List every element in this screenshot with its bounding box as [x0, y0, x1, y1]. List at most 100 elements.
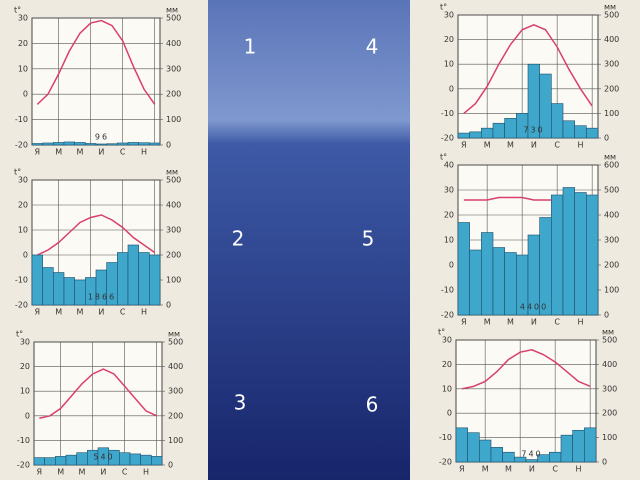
y-tick-label: 0	[449, 84, 454, 93]
y-tick-label: 20	[444, 35, 454, 44]
precipitation-bar	[31, 143, 43, 146]
annual-precipitation: 540	[93, 453, 114, 462]
precipitation-bar	[95, 143, 107, 146]
x-tick-label: М	[505, 465, 512, 474]
x-tick-label: И	[100, 468, 106, 477]
y2-tick-label: 200	[166, 251, 181, 260]
precipitation-bar	[551, 194, 564, 316]
temperature-line	[39, 368, 157, 419]
precipitation-bar	[574, 125, 587, 139]
precipitation-bar	[149, 254, 161, 306]
precipitation-bar	[549, 451, 562, 463]
precipitation-bar	[479, 439, 492, 463]
y-tick-label: -10	[15, 115, 28, 124]
precipitation-bar	[562, 120, 575, 139]
precipitation-bar	[74, 279, 86, 306]
y-axis-label: t°	[14, 168, 21, 177]
x-tick-label: Я	[461, 318, 467, 327]
slide-number: 3	[234, 391, 247, 415]
y2-tick-label: 300	[604, 236, 619, 245]
precipitation-bar	[138, 252, 150, 306]
slide-number: 5	[362, 227, 375, 251]
y-tick-label: 30	[18, 14, 28, 23]
y2-tick-label: 0	[166, 301, 171, 310]
y2-axis-label: мм	[604, 153, 616, 162]
precipitation-bar	[53, 272, 65, 306]
y-axis-label: t°	[440, 153, 447, 162]
x-tick-label: М	[507, 141, 514, 150]
temperature-line	[36, 19, 156, 105]
x-tick-label: С	[122, 468, 128, 477]
precipitation-bar	[63, 141, 75, 146]
x-tick-label: С	[554, 141, 560, 150]
precipitation-bar	[467, 432, 480, 463]
x-tick-label: С	[552, 465, 558, 474]
y-tick-label: 30	[444, 11, 454, 20]
plot-area	[31, 17, 161, 146]
slide-number: 6	[366, 393, 379, 417]
precipitation-bar	[76, 452, 88, 466]
y-tick-label: 0	[23, 90, 28, 99]
temperature-line	[37, 214, 156, 256]
y2-tick-label: 500	[166, 14, 181, 23]
y-tick-label: 0	[25, 411, 30, 420]
x-tick-label: И	[98, 308, 104, 317]
y-tick-label: 30	[442, 336, 452, 345]
precipitation-bar	[455, 427, 468, 463]
y2-tick-label: 100	[166, 276, 181, 285]
precipitation-bar	[33, 457, 45, 466]
precipitation-bar	[151, 456, 163, 466]
x-tick-label: И	[98, 148, 104, 157]
y2-tick-label: 0	[166, 141, 171, 150]
precipitation-bar	[457, 222, 470, 316]
precipitation-bar	[117, 252, 129, 306]
y-tick-label: -20	[15, 301, 28, 310]
precipitation-bar	[525, 459, 538, 463]
precipitation-bar	[55, 456, 67, 466]
annual-precipitation: 96	[95, 133, 109, 142]
x-tick-label: М	[55, 308, 62, 317]
precipitation-bar	[481, 232, 494, 316]
y2-axis-label: мм	[168, 330, 180, 339]
temperature-line	[463, 24, 593, 114]
y2-axis-label: мм	[604, 3, 616, 12]
y2-tick-label: 0	[604, 134, 609, 143]
x-tick-label: М	[55, 148, 62, 157]
y2-tick-label: 400	[166, 201, 181, 210]
slide-number: 2	[232, 227, 245, 251]
y2-tick-label: 0	[604, 311, 609, 320]
x-tick-label: М	[77, 148, 84, 157]
precipitation-bar	[539, 217, 552, 316]
y-axis-label: t°	[438, 328, 445, 337]
y2-tick-label: 400	[604, 35, 619, 44]
y2-tick-label: 400	[166, 39, 181, 48]
y-tick-label: -10	[15, 276, 28, 285]
y-tick-label: 10	[442, 384, 452, 393]
x-tick-label: Н	[141, 148, 147, 157]
x-tick-label: Я	[35, 308, 41, 317]
x-tick-label: М	[482, 465, 489, 474]
y2-axis-label: мм	[166, 168, 178, 177]
precipitation-bar	[65, 454, 77, 466]
sea-image	[208, 0, 410, 480]
y-tick-label: 30	[20, 338, 30, 347]
x-tick-label: С	[554, 318, 560, 327]
precipitation-bar	[42, 267, 54, 306]
y-tick-label: 10	[20, 387, 30, 396]
y-tick-label: 30	[18, 176, 28, 185]
precipitation-bar	[63, 277, 75, 306]
y2-tick-label: 500	[602, 336, 617, 345]
precipitation-bar	[457, 132, 470, 139]
y2-tick-label: 300	[166, 226, 181, 235]
precipitation-bar	[44, 457, 56, 466]
x-tick-label: Я	[459, 465, 465, 474]
precipitation-bar	[129, 453, 141, 466]
x-tick-label: И	[531, 318, 537, 327]
y-tick-label: -20	[15, 141, 28, 150]
precipitation-bar	[584, 427, 597, 463]
precipitation-bar	[572, 429, 585, 463]
y-axis-label: t°	[14, 6, 21, 15]
y-tick-label: 40	[444, 161, 454, 170]
y-tick-label: -10	[441, 286, 454, 295]
